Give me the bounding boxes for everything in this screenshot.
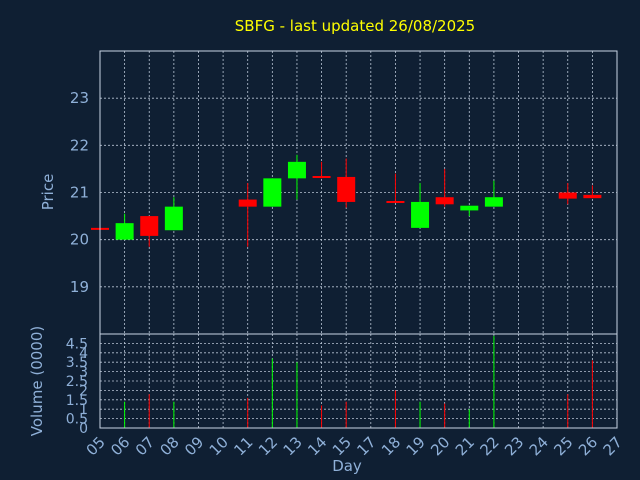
x-tick-label: 23 xyxy=(501,433,527,459)
candle-body xyxy=(337,176,356,202)
volume-bars xyxy=(124,335,593,428)
plot-frames xyxy=(99,50,618,429)
volume-tick-label: 2 xyxy=(79,383,88,399)
candle-body xyxy=(386,200,405,203)
x-tick-label: 09 xyxy=(181,433,207,459)
price-tick-label: 19 xyxy=(70,278,89,296)
x-tick-label: 06 xyxy=(107,433,133,459)
volume-tick-label: 4.5 xyxy=(66,336,88,352)
candle-body xyxy=(238,199,257,207)
x-axis-label: Day xyxy=(332,457,362,475)
volume-tick-label: 3.5 xyxy=(66,355,88,371)
x-tick-label: 19 xyxy=(403,433,429,459)
candle-body xyxy=(164,206,183,231)
chart-title: SBFG - last updated 26/08/2025 xyxy=(235,17,475,35)
candle-body xyxy=(411,201,430,228)
volume-tick-label: 0 xyxy=(79,421,88,437)
price-tick-label: 22 xyxy=(70,136,89,154)
volume-tick-label: 1.5 xyxy=(66,393,88,409)
price-tick-label: 23 xyxy=(70,89,89,107)
x-tick-label: 25 xyxy=(550,433,576,459)
volume-tick-label: 2.5 xyxy=(66,374,88,390)
x-tick-label: 22 xyxy=(477,433,503,459)
volume-tick-label: 3 xyxy=(79,365,88,381)
x-tick-label: 13 xyxy=(280,433,306,459)
price-tick-label: 20 xyxy=(70,231,89,249)
x-tick-label: 11 xyxy=(230,433,256,459)
candlesticks xyxy=(91,154,602,247)
candle-body xyxy=(435,197,454,205)
x-tick-label: 27 xyxy=(600,433,626,459)
volume-tick-label: 4 xyxy=(79,346,88,362)
volume-plot-frame xyxy=(99,333,618,429)
x-tick-label: 21 xyxy=(452,433,478,459)
x-tick-label: 17 xyxy=(353,433,379,459)
x-tick-label: 07 xyxy=(132,433,158,459)
x-tick-label: 10 xyxy=(206,433,232,459)
x-tick-label: 26 xyxy=(575,433,601,459)
volume-tick-label: 0.5 xyxy=(66,412,88,428)
candle-body xyxy=(583,194,602,199)
volume-axis-label: Volume (0000) xyxy=(28,326,46,436)
price-axis-label: Price xyxy=(39,174,57,211)
x-tick-label: 20 xyxy=(427,433,453,459)
x-tick-label: 08 xyxy=(156,433,182,459)
candle-body xyxy=(558,192,577,199)
x-tick-label: 14 xyxy=(304,433,330,459)
candle-body xyxy=(287,161,306,179)
candle-body xyxy=(263,178,282,207)
x-tick-label: 12 xyxy=(255,433,281,459)
x-tick-label: 15 xyxy=(329,433,355,459)
x-tick-label: 18 xyxy=(378,433,404,459)
candle-body xyxy=(484,197,503,207)
x-tick-label: 24 xyxy=(526,433,552,459)
grid-lines xyxy=(99,51,618,429)
x-tick-label: 05 xyxy=(83,433,109,459)
price-tick-label: 21 xyxy=(70,184,89,202)
candle-body xyxy=(115,223,134,240)
candle-body xyxy=(140,216,159,236)
candle-body xyxy=(460,205,479,211)
candle-body xyxy=(312,175,331,178)
volume-tick-label: 1 xyxy=(79,402,88,418)
